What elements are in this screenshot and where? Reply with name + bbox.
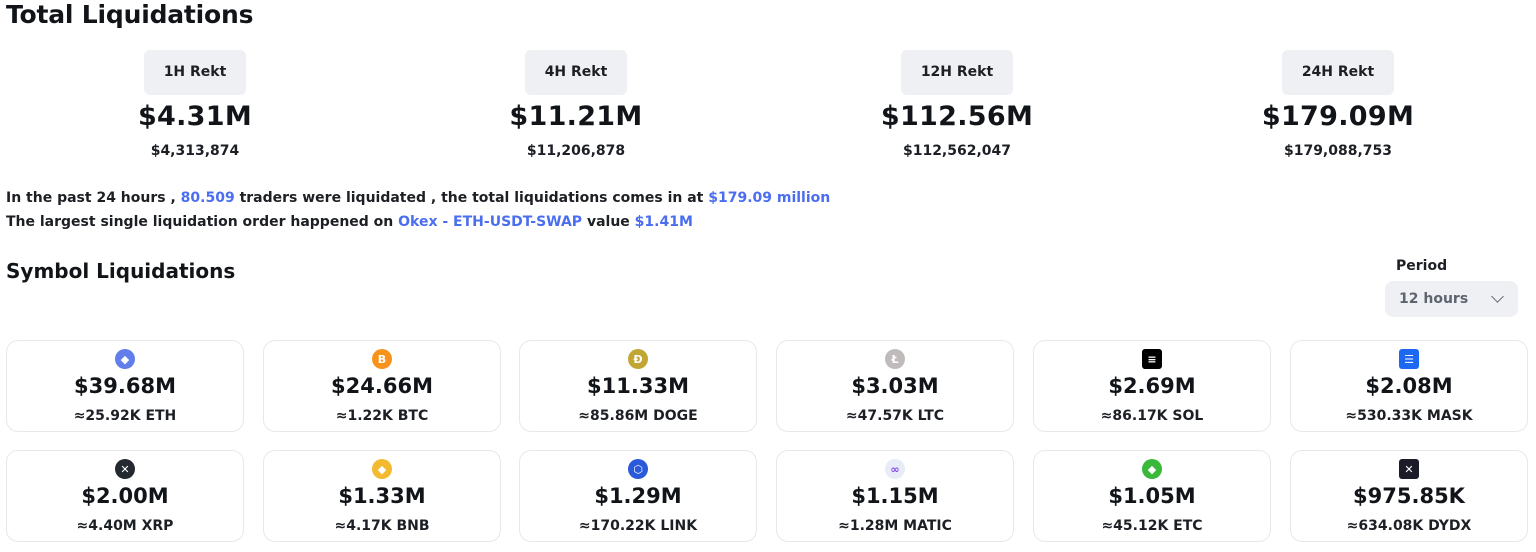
stat-12h: 12H Rekt $112.56M $112,562,047 — [837, 50, 1077, 161]
symbol-quantity: ≈25.92K ETH — [73, 408, 177, 424]
symbol-amount: $2.00M — [81, 484, 169, 508]
stat-value: $179.09M — [1261, 101, 1415, 132]
symbol-quantity: ≈45.12K ETC — [1101, 518, 1203, 534]
etc-icon: ◆ — [1142, 459, 1162, 479]
liquidation-summary: In the past 24 hours , 80.509 traders we… — [6, 186, 830, 234]
symbol-amount: $1.33M — [338, 484, 426, 508]
symbol-quantity: ≈1.22K BTC — [335, 408, 429, 424]
stat-label: 12H Rekt — [900, 50, 1014, 95]
summary-text: traders were liquidated , the total liqu… — [234, 190, 709, 206]
symbol-quantity: ≈86.17K SOL — [1100, 408, 1204, 424]
traders-count: 80.509 — [180, 190, 235, 206]
symbol-amount: $1.29M — [594, 484, 682, 508]
summary-text: In the past 24 hours , — [6, 190, 181, 206]
stat-value: $112.56M — [880, 101, 1034, 132]
symbol-quantity: ≈634.08K DYDX — [1346, 518, 1472, 534]
symbol-amount: $975.85K — [1353, 484, 1465, 508]
chevron-down-icon — [1491, 290, 1504, 303]
period-label: Period — [1396, 258, 1448, 274]
stat-4h: 4H Rekt $11.21M $11,206,878 — [456, 50, 696, 161]
stat-exact-value: $179,088,753 — [1283, 143, 1393, 159]
symbol-quantity: ≈530.33K MASK — [1345, 408, 1473, 424]
stat-value: $11.21M — [509, 101, 643, 132]
symbol-card[interactable]: Ł $3.03M ≈47.57K LTC — [776, 340, 1014, 432]
total-liquidations-value: $179.09 million — [708, 190, 831, 206]
stat-24h: 24H Rekt $179.09M $179,088,753 — [1218, 50, 1458, 161]
symbol-amount: $1.05M — [1108, 484, 1196, 508]
symbol-quantity: ≈1.28M MATIC — [838, 518, 952, 534]
mask-icon: ☰ — [1399, 349, 1419, 369]
symbol-quantity: ≈170.22K LINK — [578, 518, 698, 534]
symbol-card[interactable]: ✕ $2.00M ≈4.40M XRP — [6, 450, 244, 542]
bnb-icon: ◆ — [372, 459, 392, 479]
page-title: Total Liquidations — [6, 0, 254, 29]
symbol-card[interactable]: Ð $11.33M ≈85.86M DOGE — [519, 340, 757, 432]
symbol-amount: $3.03M — [851, 374, 939, 398]
period-select[interactable]: 12 hours — [1385, 281, 1518, 317]
link-icon: ⬡ — [628, 459, 648, 479]
btc-icon: B — [372, 349, 392, 369]
symbol-card[interactable]: ◆ $1.33M ≈4.17K BNB — [263, 450, 501, 542]
symbol-card[interactable]: ✕ $975.85K ≈634.08K DYDX — [1290, 450, 1528, 542]
symbol-amount: $11.33M — [587, 374, 689, 398]
dydx-icon: ✕ — [1399, 459, 1419, 479]
symbol-amount: $24.66M — [331, 374, 433, 398]
matic-icon: ∞ — [885, 459, 905, 479]
symbol-amount: $2.69M — [1108, 374, 1196, 398]
ltc-icon: Ł — [885, 349, 905, 369]
stat-exact-value: $112,562,047 — [902, 143, 1012, 159]
stat-1h: 1H Rekt $4.31M $4,313,874 — [75, 50, 315, 161]
doge-icon: Ð — [628, 349, 648, 369]
stat-exact-value: $4,313,874 — [150, 143, 240, 159]
symbol-card[interactable]: ☰ $2.08M ≈530.33K MASK — [1290, 340, 1528, 432]
stat-label: 24H Rekt — [1281, 50, 1395, 95]
symbol-card[interactable]: ◆ $39.68M ≈25.92K ETH — [6, 340, 244, 432]
symbol-quantity: ≈85.86M DOGE — [578, 408, 698, 424]
stat-label: 4H Rekt — [524, 50, 628, 95]
period-value: 12 hours — [1399, 291, 1469, 307]
symbol-card[interactable]: ≡ $2.69M ≈86.17K SOL — [1033, 340, 1271, 432]
symbol-amount: $1.15M — [851, 484, 939, 508]
stat-value: $4.31M — [137, 101, 253, 132]
symbol-amount: $2.08M — [1365, 374, 1453, 398]
summary-line-largest: The largest single liquidation order hap… — [6, 210, 830, 234]
largest-order-link[interactable]: Okex - ETH-USDT-SWAP — [398, 214, 583, 230]
stat-exact-value: $11,206,878 — [526, 143, 626, 159]
symbol-quantity: ≈4.17K BNB — [334, 518, 430, 534]
symbol-card[interactable]: B $24.66M ≈1.22K BTC — [263, 340, 501, 432]
summary-text: value — [582, 214, 635, 230]
stat-label: 1H Rekt — [143, 50, 247, 95]
symbol-card[interactable]: ∞ $1.15M ≈1.28M MATIC — [776, 450, 1014, 542]
section-title: Symbol Liquidations — [6, 259, 236, 283]
summary-line-traders: In the past 24 hours , 80.509 traders we… — [6, 186, 830, 210]
eth-icon: ◆ — [115, 349, 135, 369]
symbol-quantity: ≈47.57K LTC — [845, 408, 945, 424]
largest-order-value: $1.41M — [634, 214, 693, 230]
sol-icon: ≡ — [1142, 349, 1162, 369]
symbol-card[interactable]: ◆ $1.05M ≈45.12K ETC — [1033, 450, 1271, 542]
symbol-card[interactable]: ⬡ $1.29M ≈170.22K LINK — [519, 450, 757, 542]
symbol-quantity: ≈4.40M XRP — [76, 518, 174, 534]
xrp-icon: ✕ — [115, 459, 135, 479]
symbol-amount: $39.68M — [74, 374, 176, 398]
summary-text: The largest single liquidation order hap… — [6, 214, 399, 230]
